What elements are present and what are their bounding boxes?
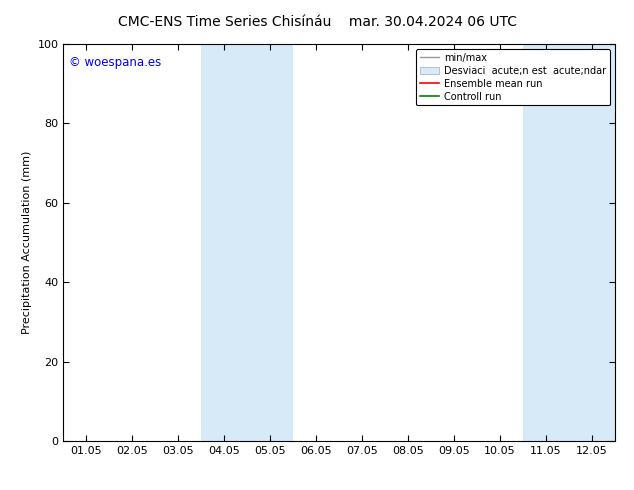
Bar [523, 44, 615, 441]
Text: © woespana.es: © woespana.es [69, 56, 161, 69]
Text: CMC-ENS Time Series Chisínáu    mar. 30.04.2024 06 UTC: CMC-ENS Time Series Chisínáu mar. 30.04.… [117, 15, 517, 29]
Bar [202, 44, 293, 441]
Y-axis label: Precipitation Accumulation (mm): Precipitation Accumulation (mm) [22, 151, 32, 334]
Legend: min/max, Desviaci  acute;n est  acute;ndar, Ensemble mean run, Controll run: min/max, Desviaci acute;n est acute;ndar… [416, 49, 610, 105]
